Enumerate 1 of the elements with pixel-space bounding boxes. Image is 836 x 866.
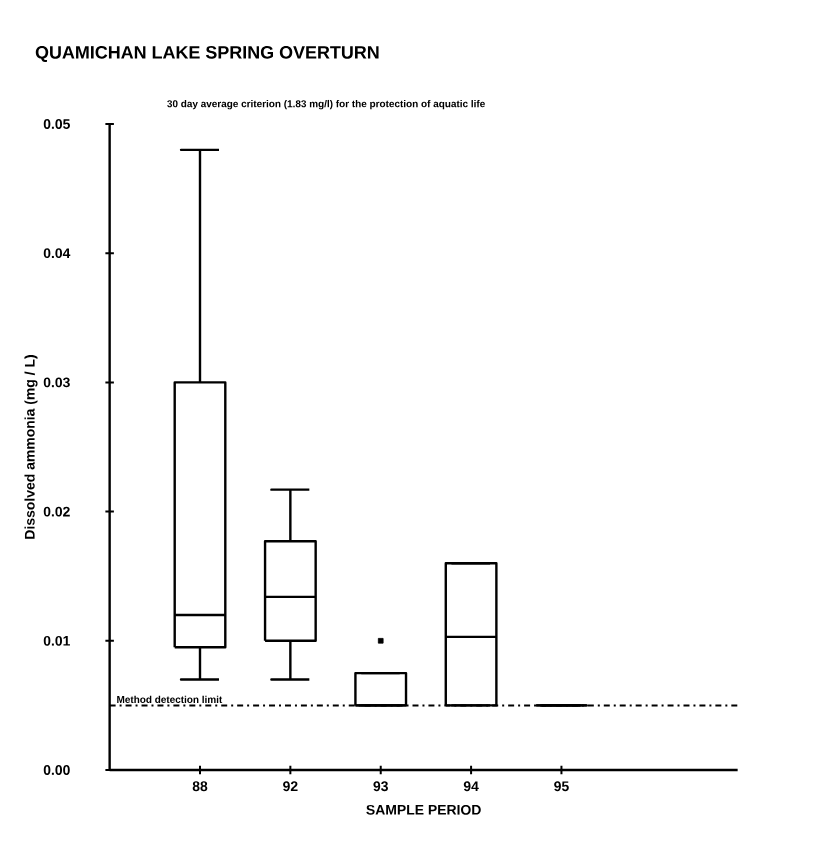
chart-title: QUAMICHAN LAKE SPRING OVERTURN bbox=[35, 45, 379, 63]
